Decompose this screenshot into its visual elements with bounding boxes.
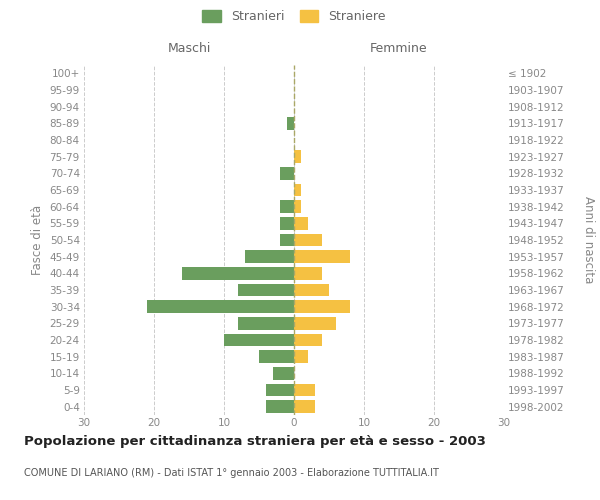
Text: Femmine: Femmine [370,42,428,55]
Bar [294,300,350,313]
Bar [273,367,294,380]
Text: Popolazione per cittadinanza straniera per età e sesso - 2003: Popolazione per cittadinanza straniera p… [24,435,486,448]
Legend: Stranieri, Straniere: Stranieri, Straniere [199,6,389,27]
Bar [238,317,294,330]
Bar [259,350,294,363]
Text: Maschi: Maschi [167,42,211,55]
Bar [280,217,294,230]
Bar [245,250,294,263]
Bar [280,167,294,179]
Y-axis label: Fasce di età: Fasce di età [31,205,44,275]
Bar [294,200,301,213]
Bar [294,384,315,396]
Text: COMUNE DI LARIANO (RM) - Dati ISTAT 1° gennaio 2003 - Elaborazione TUTTITALIA.IT: COMUNE DI LARIANO (RM) - Dati ISTAT 1° g… [24,468,439,477]
Bar [294,250,350,263]
Bar [238,284,294,296]
Bar [147,300,294,313]
Y-axis label: Anni di nascita: Anni di nascita [581,196,595,284]
Bar [294,234,322,246]
Bar [294,150,301,163]
Bar [182,267,294,280]
Bar [294,400,315,413]
Bar [294,350,308,363]
Bar [294,317,336,330]
Bar [294,284,329,296]
Bar [294,184,301,196]
Bar [287,117,294,130]
Bar [224,334,294,346]
Bar [280,234,294,246]
Bar [294,217,308,230]
Bar [294,334,322,346]
Bar [294,267,322,280]
Bar [280,200,294,213]
Bar [266,384,294,396]
Bar [266,400,294,413]
